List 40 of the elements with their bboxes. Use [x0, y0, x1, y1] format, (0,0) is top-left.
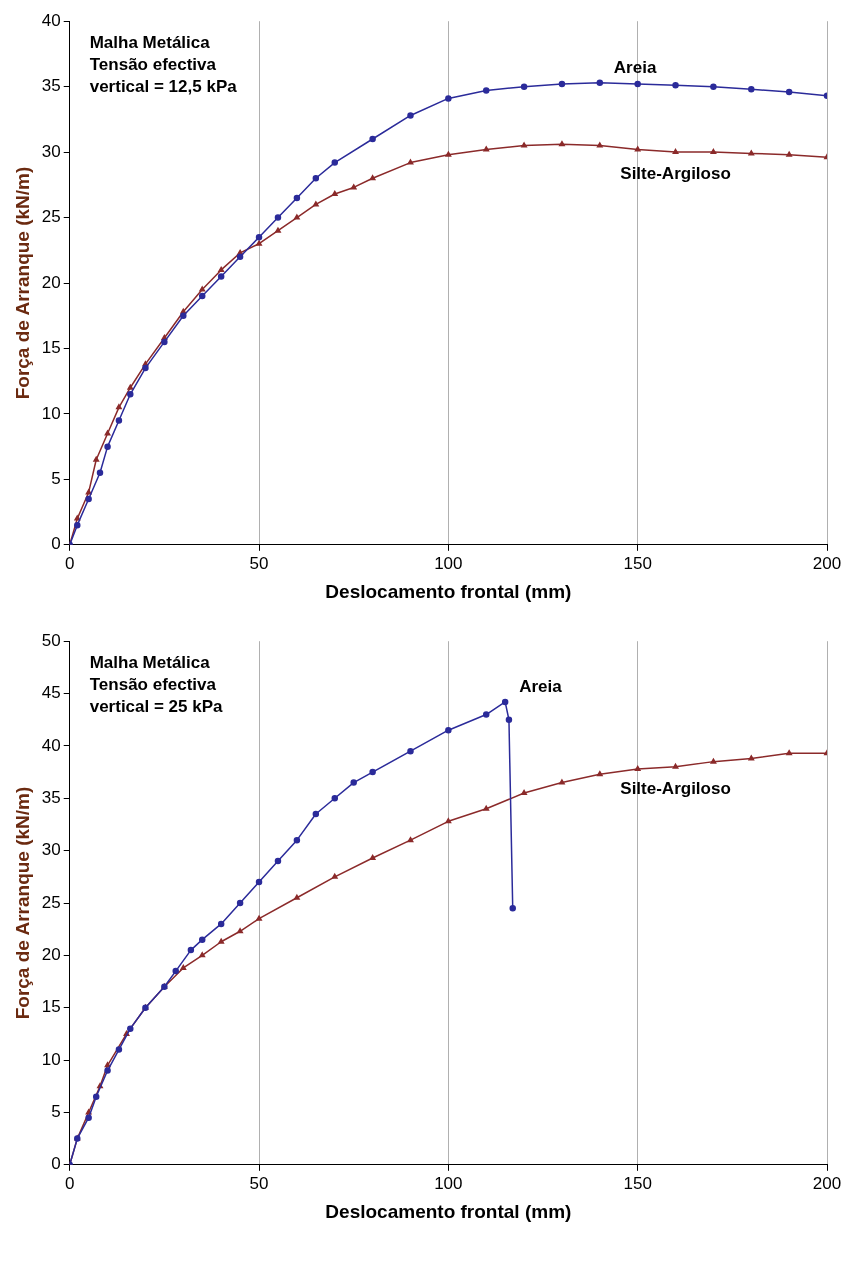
x-tick-label: 150	[623, 553, 652, 573]
x-tick-label: 50	[249, 553, 269, 573]
y-tick-label: 15	[41, 338, 61, 358]
y-tick-label: 5	[51, 1102, 61, 1122]
y-tick-label: 50	[41, 630, 61, 650]
y-tick-label: 35	[41, 787, 61, 807]
x-tick-label: 0	[64, 1173, 75, 1193]
y-tick-label: 25	[41, 207, 61, 227]
x-tick-label: 150	[623, 1173, 652, 1193]
x-tick-label: 50	[249, 1173, 269, 1193]
series-label: Areia	[519, 677, 563, 697]
y-tick-label: 40	[41, 10, 61, 30]
y-tick-label: 40	[41, 735, 61, 755]
annotation: Malha Metálica Tensão efectiva vertical = 12,5 kPa	[89, 33, 238, 97]
y-axis-title: Força de Arranque (kN/m)	[11, 786, 33, 1020]
y-tick-label: 45	[41, 683, 61, 703]
y-tick-label: 25	[41, 892, 61, 912]
series-label: Silte-Argiloso	[620, 779, 731, 799]
series-label: Areia	[613, 57, 657, 77]
y-axis-title: Força de Arranque (kN/m)	[11, 166, 33, 400]
annotation: Malha Metálica Tensão efectiva vertical = 25 kPa	[89, 653, 224, 717]
y-tick-label: 20	[41, 945, 61, 965]
y-tick-label: 0	[51, 534, 61, 554]
y-tick-label: 0	[51, 1154, 61, 1174]
y-tick-label: 30	[41, 141, 61, 161]
x-tick-label: 200	[812, 1173, 842, 1193]
x-tick-label: 100	[434, 1173, 463, 1193]
y-tick-label: 10	[41, 403, 61, 423]
x-tick-label: 200	[812, 553, 842, 573]
series-label: Silte-Argiloso	[620, 164, 731, 184]
y-tick-label: 20	[41, 272, 61, 292]
y-tick-label: 35	[41, 76, 61, 96]
y-tick-label: 15	[41, 997, 61, 1017]
x-axis-title: Deslocamento frontal (mm)	[325, 580, 572, 602]
y-tick-label: 30	[41, 840, 61, 860]
y-tick-label: 5	[51, 469, 61, 489]
x-tick-label: 100	[434, 553, 463, 573]
x-tick-label: 0	[64, 553, 75, 573]
x-axis-title: Deslocamento frontal (mm)	[325, 1200, 572, 1222]
y-tick-label: 10	[41, 1049, 61, 1069]
